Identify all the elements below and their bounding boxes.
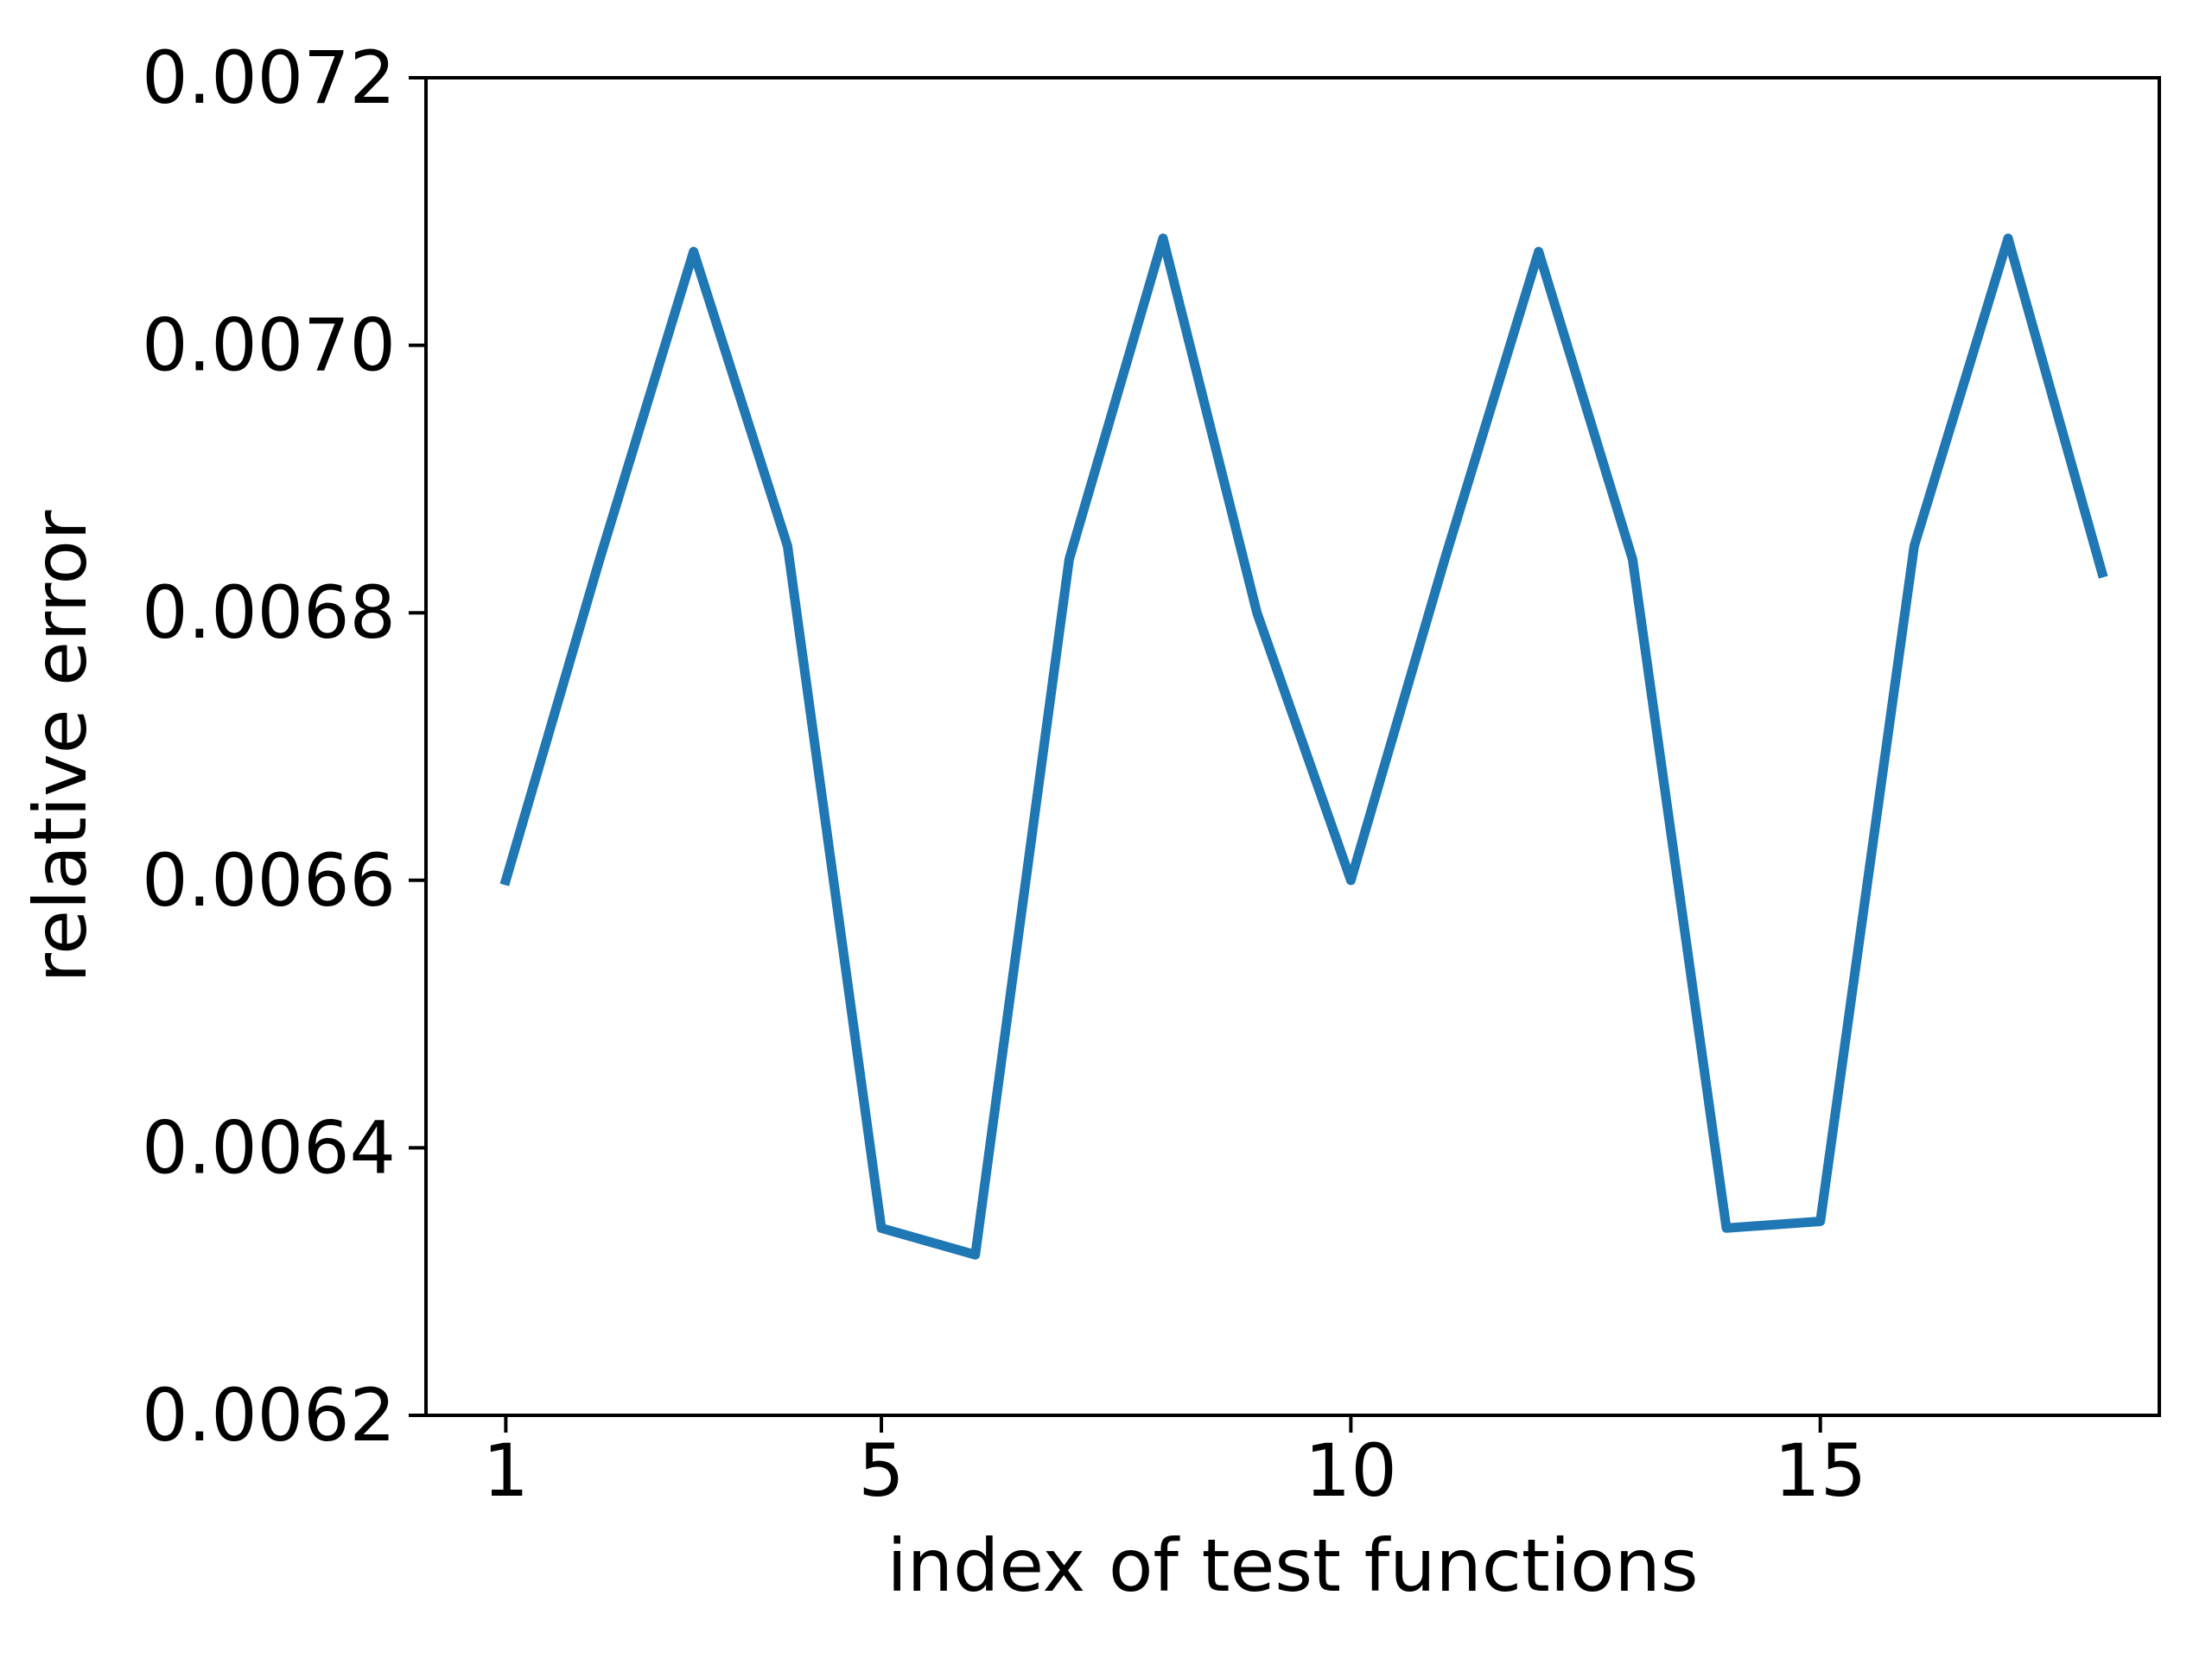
relative-error-line bbox=[499, 233, 2108, 1260]
x-tick-label: 5 bbox=[858, 1428, 904, 1513]
y-tick-label: 0.0072 bbox=[142, 35, 396, 120]
y-axis-label: relative error bbox=[18, 510, 103, 982]
plot-area bbox=[424, 76, 2161, 1417]
x-tick-label: 10 bbox=[1305, 1428, 1397, 1513]
y-tick-label: 0.0064 bbox=[142, 1105, 396, 1190]
x-tick-label: 15 bbox=[1774, 1428, 1866, 1513]
y-tick-label: 0.0068 bbox=[142, 570, 396, 655]
y-tick-label: 0.0070 bbox=[142, 303, 396, 388]
chart-generated-content: 1 5 10 150.00620.00640.00660.00680.00700.00… bbox=[142, 35, 2108, 1513]
x-axis-label: index of test functions bbox=[887, 1523, 1698, 1608]
y-tick-label: 0.0062 bbox=[142, 1373, 396, 1458]
x-tick-label: 1 bbox=[483, 1428, 529, 1513]
y-tick-label: 0.0066 bbox=[142, 838, 396, 923]
